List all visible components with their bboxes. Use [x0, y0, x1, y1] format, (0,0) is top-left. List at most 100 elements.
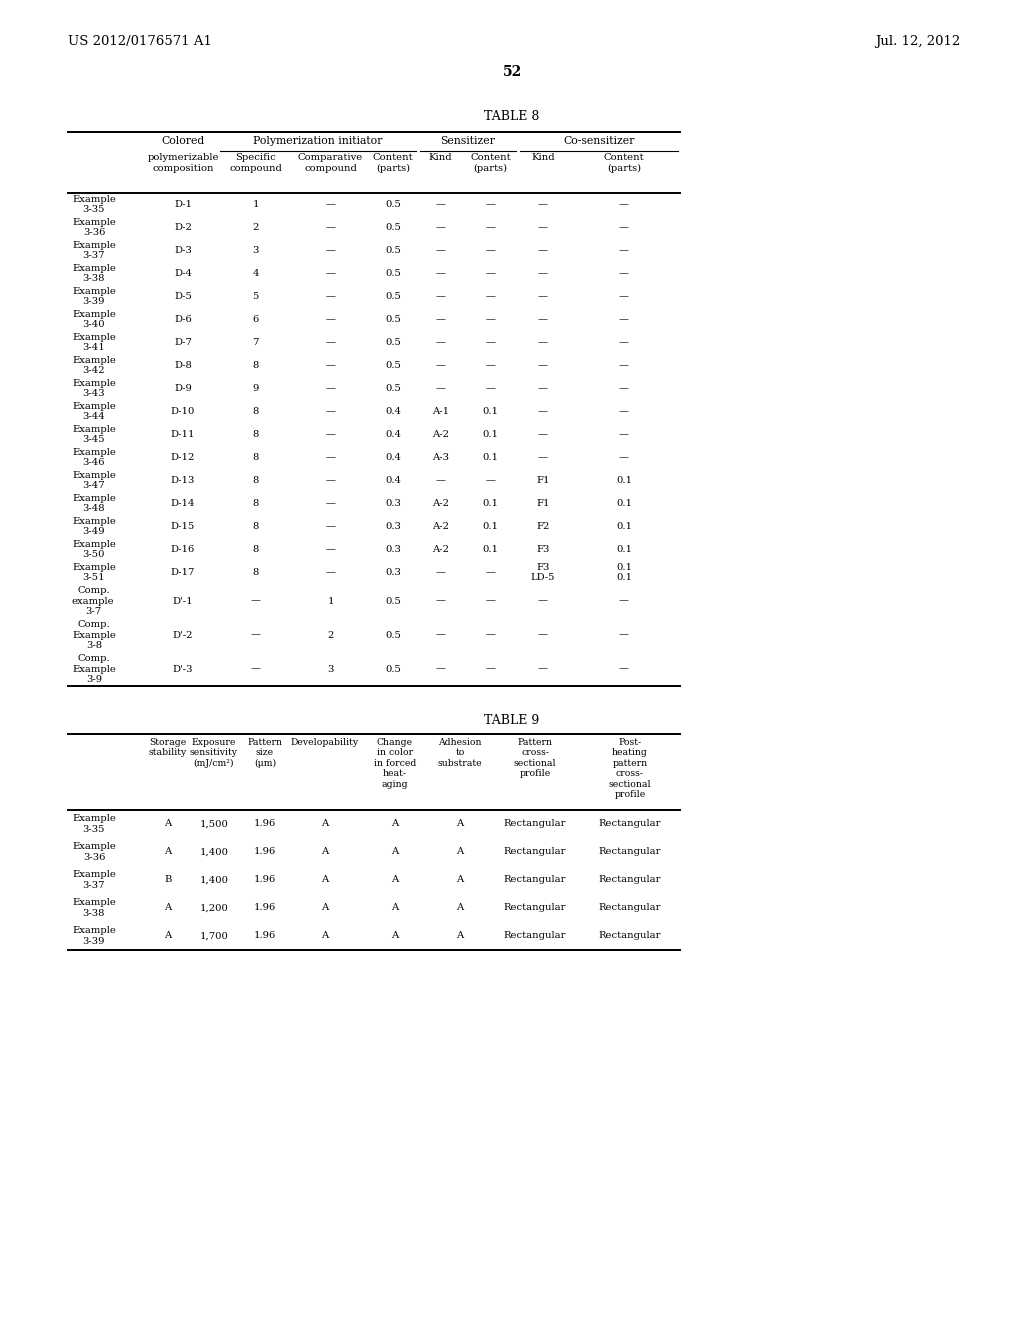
- Text: —: —: [435, 269, 445, 279]
- Text: 0.1: 0.1: [482, 499, 499, 508]
- Text: A: A: [322, 820, 329, 829]
- Text: D'-3: D'-3: [173, 664, 194, 673]
- Text: —: —: [618, 407, 629, 416]
- Text: 0.1: 0.1: [482, 545, 499, 554]
- Text: 4: 4: [252, 269, 259, 279]
- Text: 0.5: 0.5: [385, 201, 401, 209]
- Text: —: —: [435, 246, 445, 255]
- Text: —: —: [326, 292, 336, 301]
- Text: A: A: [391, 847, 398, 857]
- Text: D'-2: D'-2: [173, 631, 194, 639]
- Text: A: A: [391, 932, 398, 940]
- Text: 0.3: 0.3: [385, 521, 401, 531]
- Text: Content
(parts): Content (parts): [604, 153, 644, 173]
- Text: A: A: [457, 875, 464, 884]
- Text: Polymerization initiator: Polymerization initiator: [253, 136, 383, 147]
- Text: F3: F3: [537, 545, 550, 554]
- Text: 0.5: 0.5: [385, 664, 401, 673]
- Text: 0.1: 0.1: [616, 521, 632, 531]
- Text: —: —: [538, 201, 548, 209]
- Text: —: —: [485, 223, 496, 232]
- Text: F3
LD-5: F3 LD-5: [530, 562, 555, 582]
- Text: —: —: [435, 315, 445, 323]
- Text: —: —: [435, 477, 445, 484]
- Text: 0.1
0.1: 0.1 0.1: [616, 562, 632, 582]
- Text: Rectangular: Rectangular: [504, 903, 566, 912]
- Text: —: —: [538, 384, 548, 393]
- Text: 1.96: 1.96: [254, 820, 276, 829]
- Text: —: —: [618, 384, 629, 393]
- Text: Example
3-50: Example 3-50: [72, 540, 116, 560]
- Text: D'-1: D'-1: [173, 597, 194, 606]
- Text: 8: 8: [252, 499, 259, 508]
- Text: —: —: [618, 664, 629, 673]
- Text: D-17: D-17: [171, 568, 196, 577]
- Text: —: —: [251, 631, 260, 639]
- Text: —: —: [538, 360, 548, 370]
- Text: —: —: [326, 545, 336, 554]
- Text: D-7: D-7: [174, 338, 191, 347]
- Text: Rectangular: Rectangular: [599, 820, 662, 829]
- Text: Co-sensitizer: Co-sensitizer: [563, 136, 635, 147]
- Text: —: —: [326, 201, 336, 209]
- Text: —: —: [326, 499, 336, 508]
- Text: A: A: [391, 903, 398, 912]
- Text: —: —: [326, 246, 336, 255]
- Text: Example
3-35: Example 3-35: [72, 814, 116, 834]
- Text: Rectangular: Rectangular: [599, 932, 662, 940]
- Text: 1: 1: [252, 201, 259, 209]
- Text: D-15: D-15: [171, 521, 196, 531]
- Text: —: —: [485, 384, 496, 393]
- Text: 3: 3: [328, 664, 334, 673]
- Text: —: —: [326, 407, 336, 416]
- Text: A: A: [322, 932, 329, 940]
- Text: —: —: [538, 269, 548, 279]
- Text: A-2: A-2: [432, 521, 449, 531]
- Text: 8: 8: [252, 521, 259, 531]
- Text: —: —: [485, 664, 496, 673]
- Text: Rectangular: Rectangular: [599, 847, 662, 857]
- Text: Comp.
Example
3-9: Comp. Example 3-9: [72, 655, 116, 684]
- Text: 0.1: 0.1: [616, 477, 632, 484]
- Text: —: —: [485, 246, 496, 255]
- Text: Example
3-37: Example 3-37: [72, 870, 116, 890]
- Text: Rectangular: Rectangular: [599, 903, 662, 912]
- Text: 1: 1: [328, 597, 334, 606]
- Text: 0.1: 0.1: [482, 430, 499, 440]
- Text: A-2: A-2: [432, 499, 449, 508]
- Text: 1.96: 1.96: [254, 875, 276, 884]
- Text: —: —: [326, 269, 336, 279]
- Text: Example
3-41: Example 3-41: [72, 333, 116, 352]
- Text: 8: 8: [252, 430, 259, 440]
- Text: Storage
stability: Storage stability: [148, 738, 187, 758]
- Text: 1,700: 1,700: [200, 932, 228, 940]
- Text: —: —: [485, 269, 496, 279]
- Text: 0.5: 0.5: [385, 384, 401, 393]
- Text: Pattern
size
(μm): Pattern size (μm): [248, 738, 283, 768]
- Text: Example
3-42: Example 3-42: [72, 356, 116, 375]
- Text: Example
3-39: Example 3-39: [72, 286, 116, 306]
- Text: D-10: D-10: [171, 407, 196, 416]
- Text: 0.4: 0.4: [385, 430, 401, 440]
- Text: A: A: [165, 932, 172, 940]
- Text: 1,200: 1,200: [200, 903, 228, 912]
- Text: Example
3-35: Example 3-35: [72, 195, 116, 214]
- Text: 3: 3: [252, 246, 259, 255]
- Text: —: —: [485, 292, 496, 301]
- Text: —: —: [538, 664, 548, 673]
- Text: —: —: [618, 223, 629, 232]
- Text: A: A: [457, 932, 464, 940]
- Text: —: —: [435, 223, 445, 232]
- Text: 8: 8: [252, 545, 259, 554]
- Text: 0.1: 0.1: [482, 453, 499, 462]
- Text: —: —: [618, 315, 629, 323]
- Text: Post-
heating
pattern
cross-
sectional
profile: Post- heating pattern cross- sectional p…: [608, 738, 651, 799]
- Text: —: —: [618, 631, 629, 639]
- Text: —: —: [326, 223, 336, 232]
- Text: Comp.
Example
3-8: Comp. Example 3-8: [72, 620, 116, 649]
- Text: 0.5: 0.5: [385, 338, 401, 347]
- Text: —: —: [618, 246, 629, 255]
- Text: 0.5: 0.5: [385, 292, 401, 301]
- Text: A: A: [322, 875, 329, 884]
- Text: D-11: D-11: [171, 430, 196, 440]
